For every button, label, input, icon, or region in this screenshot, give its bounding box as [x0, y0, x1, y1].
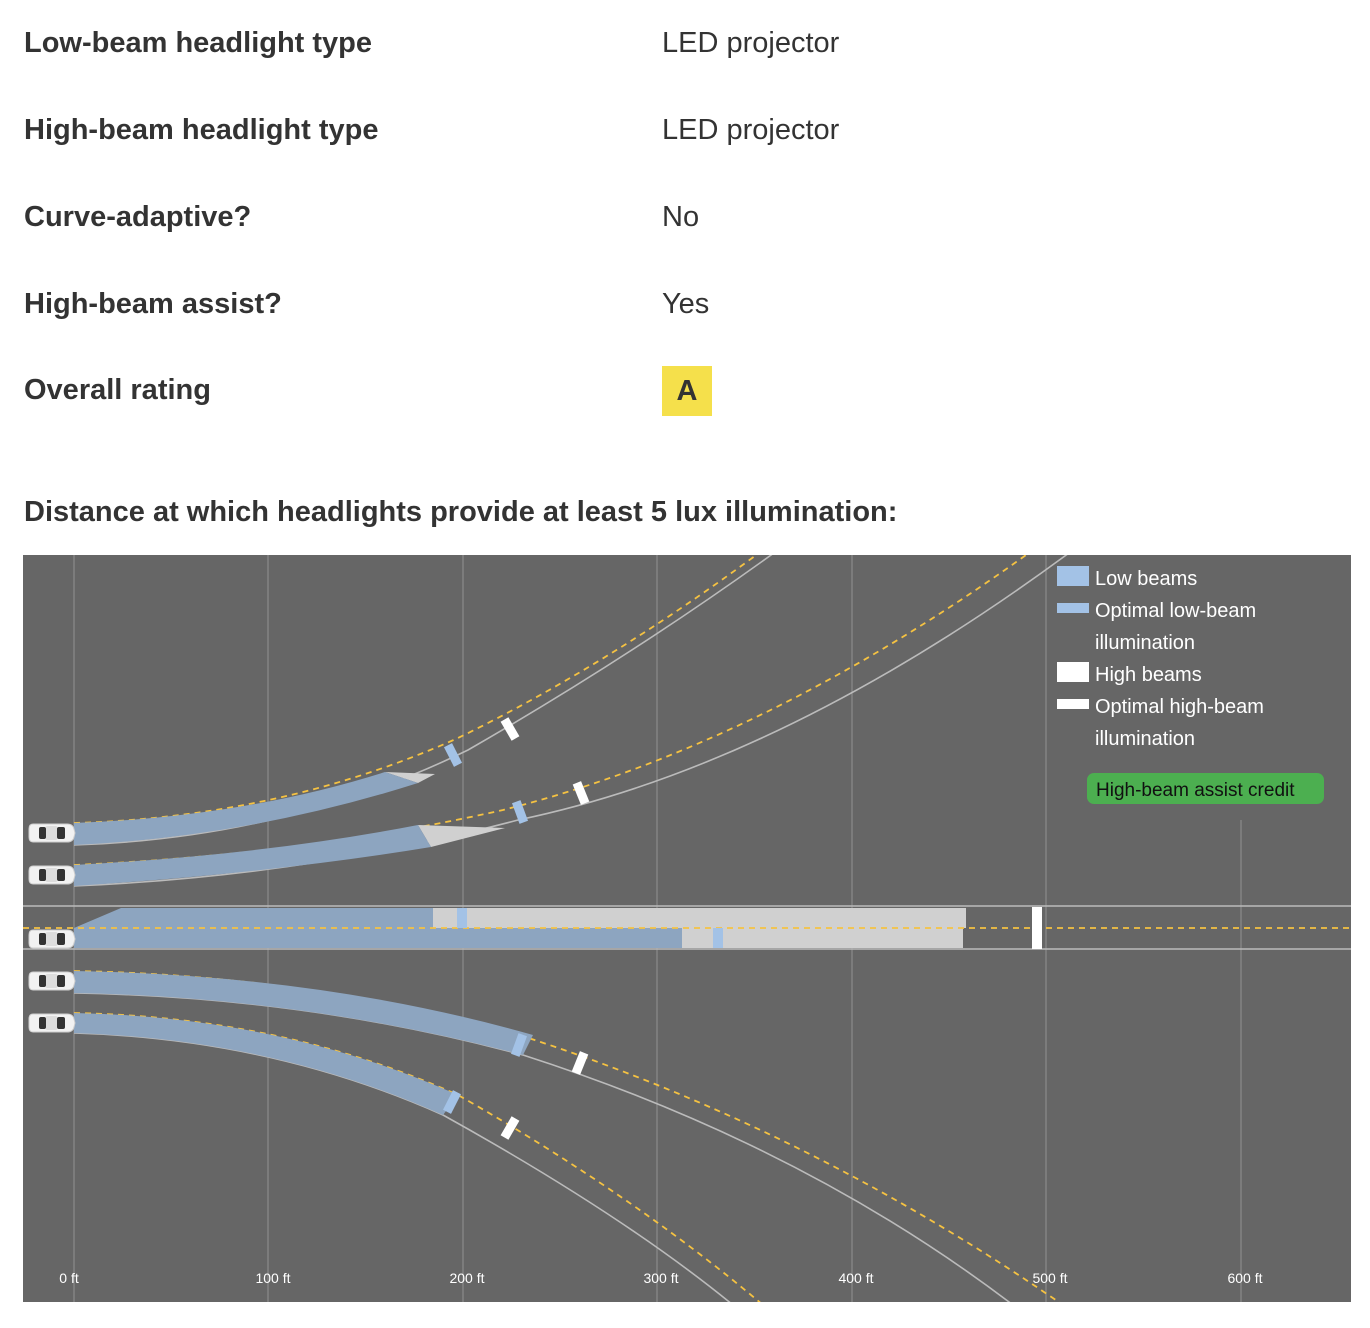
legend-low-beams: Low beams: [1095, 568, 1197, 590]
legend-swatch-optimal-high: [1057, 699, 1089, 709]
spec-row-high-beam-type: High-beam headlight type LED projector: [24, 100, 1324, 160]
legend-swatch-low-beams: [1057, 566, 1089, 586]
optimal-high-beam-marker: [572, 781, 590, 805]
car-icon: [28, 865, 76, 885]
tick-label: 600 ft: [1227, 1270, 1262, 1286]
assist-credit-badge: [1087, 773, 1324, 804]
tick-label: 100 ft: [255, 1270, 290, 1286]
high-beam-area: [433, 908, 966, 928]
low-beam-area: [74, 772, 418, 845]
spec-row-overall-rating: Overall rating A: [24, 360, 1324, 420]
tick-label: 0 ft: [59, 1270, 79, 1286]
tick-label: 300 ft: [643, 1270, 678, 1286]
optimal-high-beam-marker: [571, 1051, 589, 1075]
right-curve-tight: [73, 1012, 761, 1302]
spec-value: No: [662, 201, 700, 233]
car-icon: [28, 1013, 76, 1033]
high-beam-area: [682, 928, 963, 948]
tick-label: 500 ft: [1032, 1270, 1067, 1286]
legend-optimal-high-line1: Optimal high-beam: [1095, 696, 1264, 718]
optimal-low-beam-marker: [512, 800, 528, 824]
tick-label: 400 ft: [838, 1270, 873, 1286]
legend-optimal-low-line2: illumination: [1095, 632, 1195, 654]
car-icon: [28, 971, 76, 991]
optimal-high-beam-marker: [500, 717, 520, 741]
headlight-illumination-diagram: Low beams Optimal low-beam illumination …: [23, 555, 1351, 1302]
car-icon: [28, 823, 76, 843]
optimal-low-beam-marker: [442, 1090, 462, 1114]
low-beam-area: [74, 1013, 458, 1115]
spec-row-high-beam-assist: High-beam assist? Yes: [24, 274, 1324, 334]
legend-optimal-high-line2: illumination: [1095, 728, 1195, 750]
optimal-high-beam-marker: [1032, 907, 1042, 949]
x-axis: 0 ft 100 ft 200 ft 300 ft 400 ft 500 ft …: [59, 1270, 1262, 1286]
optimal-low-beam-marker: [457, 908, 467, 928]
high-beam-area: [418, 825, 505, 847]
section-title: Distance at which headlights provide at …: [24, 496, 898, 528]
spec-value: LED projector: [662, 114, 840, 146]
optimal-high-beam-marker: [500, 1116, 520, 1140]
legend-swatch-optimal-low: [1057, 603, 1089, 613]
left-curve-wide: [73, 555, 1068, 887]
spec-value: Yes: [662, 288, 710, 320]
spec-row-low-beam-type: Low-beam headlight type LED projector: [24, 13, 1324, 73]
optimal-low-beam-marker: [511, 1033, 527, 1057]
high-beam-area: [385, 772, 435, 783]
right-curve-wide: [73, 970, 1061, 1302]
optimal-low-beam-marker: [443, 743, 463, 767]
straight-road: [23, 905, 1351, 950]
legend: Low beams Optimal low-beam illumination …: [1057, 566, 1324, 804]
legend-swatch-high-beams: [1057, 662, 1089, 682]
tick-label: 200 ft: [449, 1270, 484, 1286]
low-beam-area: [74, 971, 533, 1055]
spec-label: Low-beam headlight type: [24, 27, 373, 59]
spec-label: High-beam headlight type: [24, 114, 379, 146]
low-beam-area: [74, 825, 431, 886]
spec-label: High-beam assist?: [24, 288, 282, 320]
assist-credit-label: High-beam assist credit: [1096, 780, 1295, 801]
legend-high-beams: High beams: [1095, 664, 1202, 686]
left-curve-tight: [73, 555, 773, 846]
rating-badge: A: [662, 366, 712, 416]
spec-label: Curve-adaptive?: [24, 201, 252, 233]
overall-rating-label: Overall rating: [24, 374, 211, 406]
spec-value: LED projector: [662, 27, 840, 59]
optimal-low-beam-marker: [713, 928, 723, 948]
car-icon: [28, 929, 76, 949]
legend-optimal-low-line1: Optimal low-beam: [1095, 600, 1256, 622]
spec-row-curve-adaptive: Curve-adaptive? No: [24, 187, 1324, 247]
